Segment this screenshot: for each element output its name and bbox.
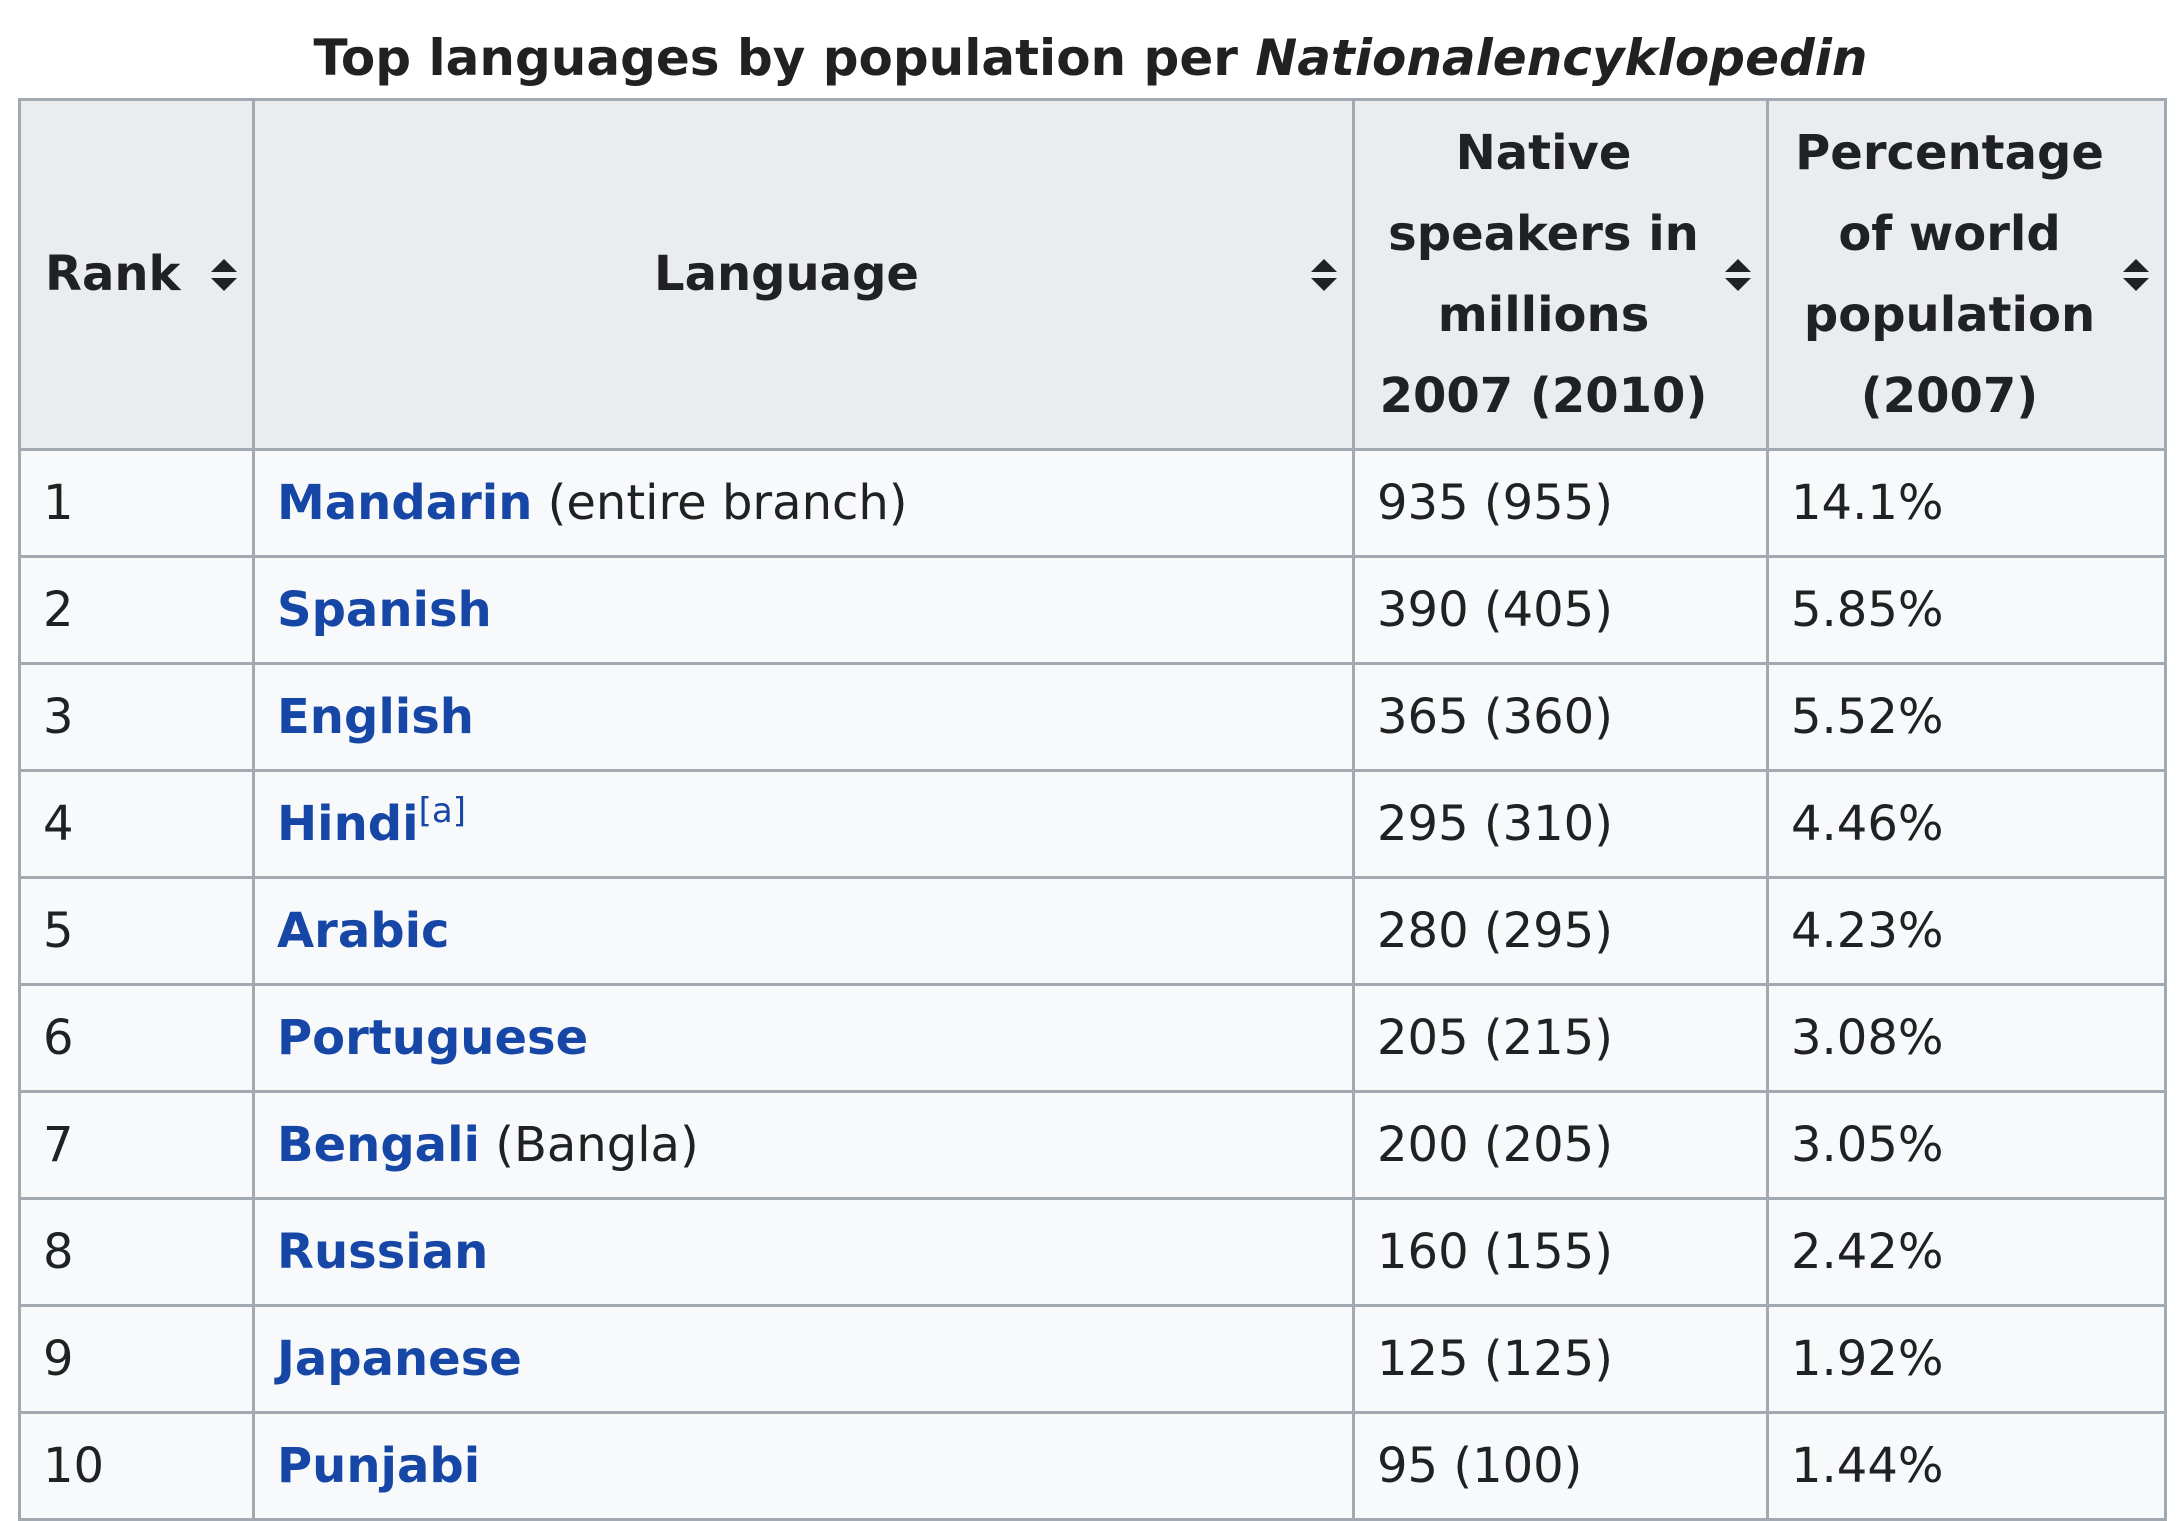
language-link[interactable]: English <box>277 689 474 745</box>
table-caption: Top languages by population per National… <box>18 26 2163 90</box>
column-header-label: Percentage of world population (2007) <box>1795 124 2104 424</box>
rank-cell: 8 <box>18 1197 255 1307</box>
rank-cell: 2 <box>18 555 255 665</box>
speakers-cell: 95 (100) <box>1352 1411 1769 1521</box>
language-cell: Punjabi <box>252 1411 1355 1521</box>
rank-cell: 9 <box>18 1304 255 1414</box>
rank-cell: 1 <box>18 448 255 558</box>
language-note: (entire branch) <box>547 475 908 531</box>
table-row: 4 Hindi[a] 295 (310) 4.46% <box>18 769 2167 879</box>
percent-cell: 1.92% <box>1766 1304 2167 1414</box>
speakers-cell: 280 (295) <box>1352 876 1769 986</box>
table-row: 5 Arabic 280 (295) 4.23% <box>18 876 2167 986</box>
column-header-label: Language <box>654 246 919 302</box>
percent-cell: 4.23% <box>1766 876 2167 986</box>
column-header-percentage[interactable]: Percentage of world population (2007) <box>1766 98 2167 451</box>
speakers-cell: 935 (955) <box>1352 448 1769 558</box>
speakers-cell: 295 (310) <box>1352 769 1769 879</box>
footnote-reference-link[interactable]: [a] <box>418 791 466 831</box>
caption-source-title: Nationalencyklopedin <box>1255 29 1868 87</box>
language-cell: Japanese <box>252 1304 1355 1414</box>
caption-text: Top languages by population per <box>313 29 1238 87</box>
language-link[interactable]: Russian <box>277 1224 489 1280</box>
rank-cell: 5 <box>18 876 255 986</box>
percent-cell: 5.52% <box>1766 662 2167 772</box>
language-link[interactable]: Portuguese <box>277 1010 589 1066</box>
language-cell: Portuguese <box>252 983 1355 1093</box>
speakers-cell: 365 (360) <box>1352 662 1769 772</box>
column-header-native-speakers[interactable]: Native speakers in millions 2007 (2010) <box>1352 98 1769 451</box>
language-cell: Arabic <box>252 876 1355 986</box>
speakers-cell: 160 (155) <box>1352 1197 1769 1307</box>
column-header-label: Native speakers in millions 2007 (2010) <box>1379 124 1708 424</box>
rank-cell: 3 <box>18 662 255 772</box>
table-row: 6 Portuguese 205 (215) 3.08% <box>18 983 2167 1093</box>
rank-cell: 4 <box>18 769 255 879</box>
percent-cell: 14.1% <box>1766 448 2167 558</box>
language-link[interactable]: Japanese <box>277 1331 522 1387</box>
language-note: (Bangla) <box>495 1117 699 1173</box>
table-row: 3 English 365 (360) 5.52% <box>18 662 2167 772</box>
language-cell: Mandarin (entire branch) <box>252 448 1355 558</box>
rank-cell: 6 <box>18 983 255 1093</box>
speakers-cell: 205 (215) <box>1352 983 1769 1093</box>
language-cell: Spanish <box>252 555 1355 665</box>
language-link[interactable]: Mandarin <box>277 475 533 531</box>
table-row: 2 Spanish 390 (405) 5.85% <box>18 555 2167 665</box>
sort-updown-icon[interactable] <box>2120 255 2152 295</box>
language-link[interactable]: Hindi <box>277 796 419 852</box>
table-row: 10 Punjabi 95 (100) 1.44% <box>18 1411 2167 1521</box>
column-header-label: Rank <box>45 246 181 302</box>
language-link[interactable]: Arabic <box>277 903 450 959</box>
table-body: 1 Mandarin (entire branch) 935 (955) 14.… <box>18 448 2167 1521</box>
language-cell: Russian <box>252 1197 1355 1307</box>
sort-updown-icon[interactable] <box>208 255 240 295</box>
percent-cell: 3.08% <box>1766 983 2167 1093</box>
language-cell: Hindi[a] <box>252 769 1355 879</box>
percent-cell: 5.85% <box>1766 555 2167 665</box>
column-header-language[interactable]: Language <box>252 98 1355 451</box>
speakers-cell: 200 (205) <box>1352 1090 1769 1200</box>
speakers-cell: 125 (125) <box>1352 1304 1769 1414</box>
percent-cell: 2.42% <box>1766 1197 2167 1307</box>
table-header: Rank Language Native speakers in million… <box>18 98 2167 451</box>
speakers-cell: 390 (405) <box>1352 555 1769 665</box>
sort-updown-icon[interactable] <box>1308 255 1340 295</box>
language-link[interactable]: Spanish <box>277 582 492 638</box>
language-link[interactable]: Bengali <box>277 1117 480 1173</box>
column-header-rank[interactable]: Rank <box>18 98 255 451</box>
table-row: 8 Russian 160 (155) 2.42% <box>18 1197 2167 1307</box>
header-row: Rank Language Native speakers in million… <box>18 98 2167 451</box>
percent-cell: 1.44% <box>1766 1411 2167 1521</box>
languages-table: Rank Language Native speakers in million… <box>18 98 2167 1521</box>
sort-updown-icon[interactable] <box>1722 255 1754 295</box>
rank-cell: 7 <box>18 1090 255 1200</box>
language-cell: English <box>252 662 1355 772</box>
table-row: 9 Japanese 125 (125) 1.92% <box>18 1304 2167 1414</box>
table-row: 7 Bengali (Bangla) 200 (205) 3.05% <box>18 1090 2167 1200</box>
rank-cell: 10 <box>18 1411 255 1521</box>
percent-cell: 4.46% <box>1766 769 2167 879</box>
language-link[interactable]: Punjabi <box>277 1438 481 1494</box>
percent-cell: 3.05% <box>1766 1090 2167 1200</box>
language-cell: Bengali (Bangla) <box>252 1090 1355 1200</box>
table-row: 1 Mandarin (entire branch) 935 (955) 14.… <box>18 448 2167 558</box>
